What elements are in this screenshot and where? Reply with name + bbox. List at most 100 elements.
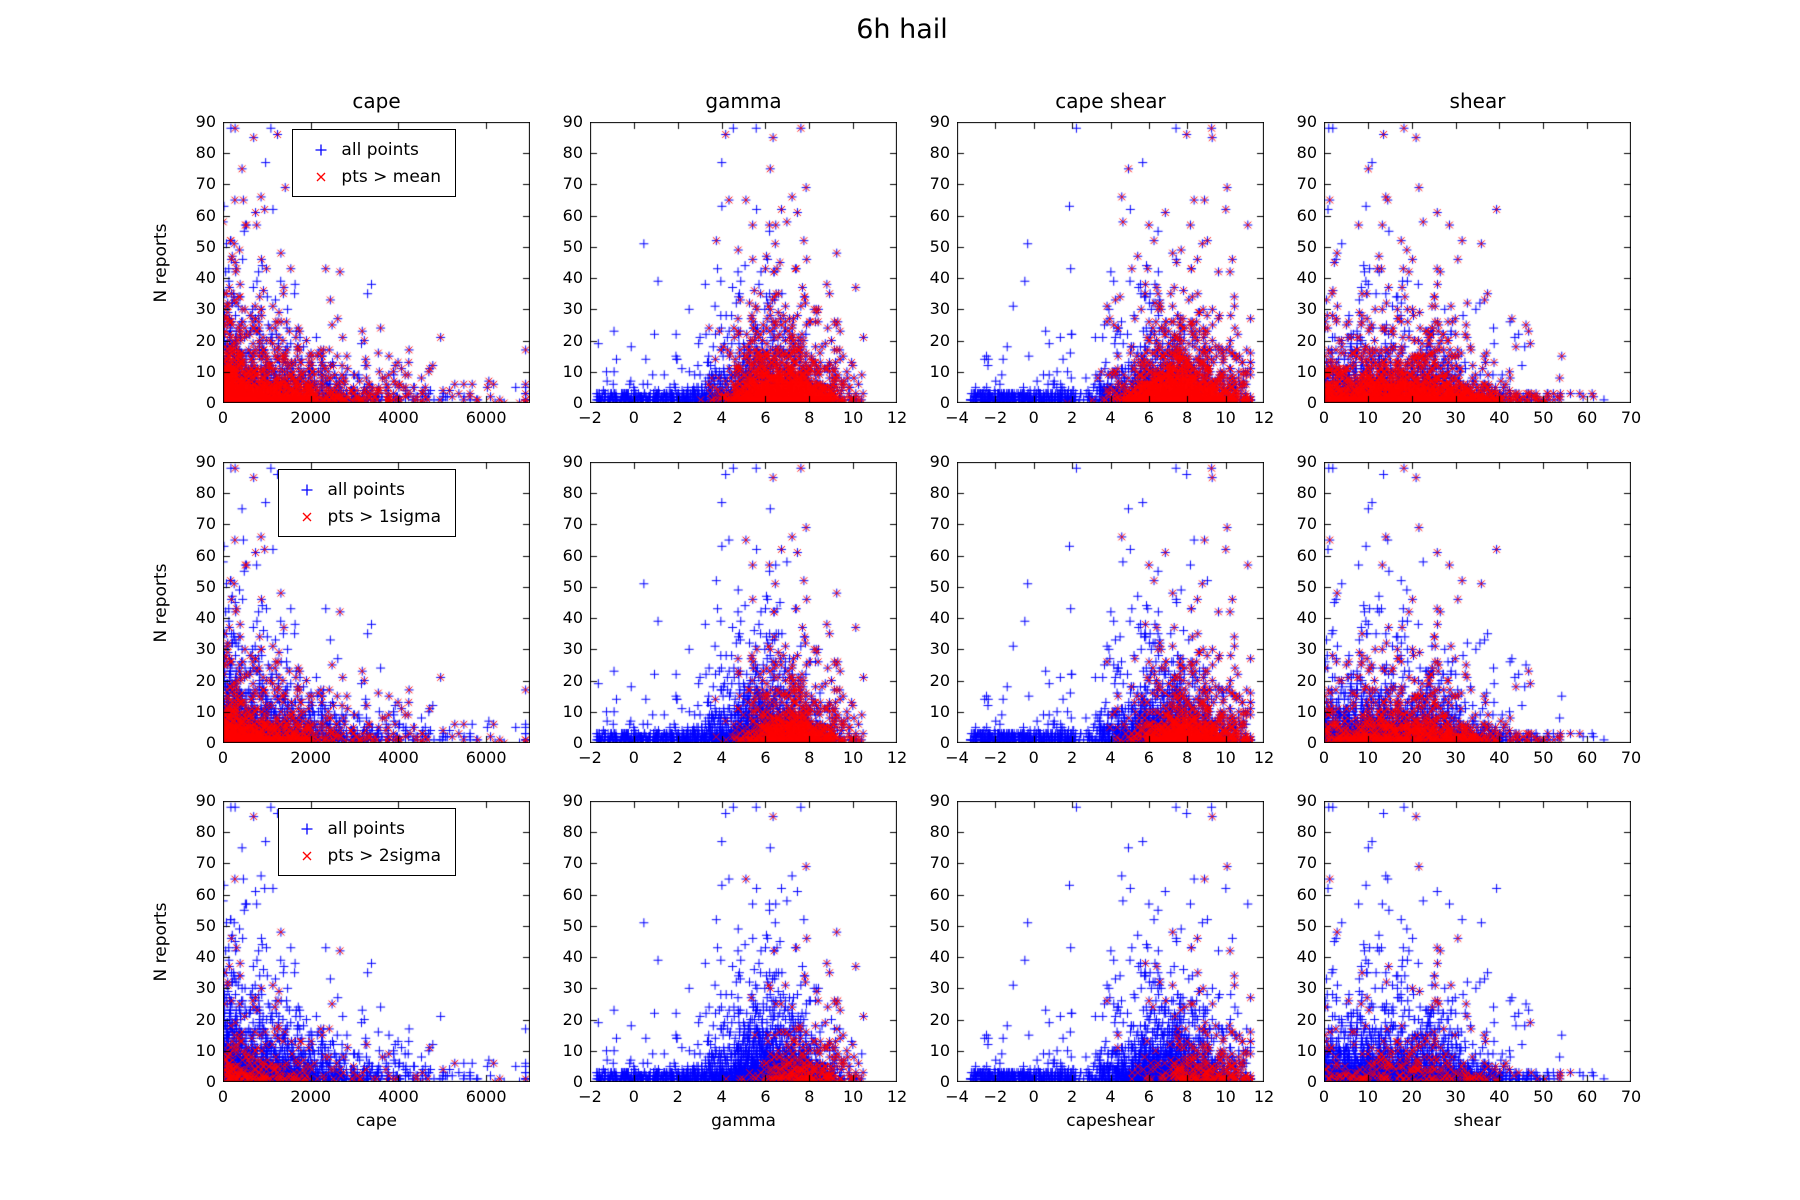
y-tick-label: 50 <box>929 236 950 256</box>
y-tick-label: 20 <box>562 330 583 350</box>
y-tick-label: 30 <box>1296 639 1317 659</box>
x-tick-label: 40 <box>1489 748 1510 767</box>
x-tick-label: 6000 <box>465 408 507 427</box>
y-tick-label: 80 <box>929 143 950 163</box>
y-tick-label: 0 <box>205 1072 216 1091</box>
y-tick-label: 90 <box>929 112 950 131</box>
y-tick-label: 80 <box>929 822 950 842</box>
y-tick-label: 20 <box>195 1009 216 1029</box>
y-tick-label: 60 <box>562 884 583 904</box>
y-tick-label: 40 <box>1296 947 1317 967</box>
x-tick-label: 10 <box>1357 408 1379 427</box>
y-tick-label: 40 <box>929 608 950 628</box>
scatter-canvas-shear-row2 <box>1324 462 1631 743</box>
y-tick-label: 90 <box>1296 112 1317 131</box>
y-tick-label: 50 <box>562 576 583 596</box>
y-axis-label: N reports <box>151 223 171 302</box>
subplot-shear-row3 <box>1324 801 1631 1082</box>
y-tick-label: 80 <box>1296 822 1317 842</box>
x-tick-label: 4 <box>716 748 727 767</box>
y-tick-label: 60 <box>562 545 583 565</box>
y-tick-label: 70 <box>195 853 216 873</box>
y-tick-label: 0 <box>572 1072 583 1091</box>
x-tick-label: −4 <box>945 748 969 767</box>
y-tick-label: 70 <box>929 853 950 873</box>
y-tick-label: 40 <box>929 268 950 288</box>
y-tick-label: 20 <box>929 330 950 350</box>
x-tick-label: 8 <box>1182 1087 1193 1106</box>
x-tick-label: 50 <box>1533 748 1554 767</box>
y-tick-label: 30 <box>195 978 216 998</box>
x-tick-label: 0 <box>217 1087 229 1106</box>
y-tick-label: 70 <box>562 514 583 534</box>
x-tick-label: −2 <box>983 1087 1008 1106</box>
y-tick-label: 30 <box>929 639 950 659</box>
y-tick-label: 40 <box>195 947 216 967</box>
legend-row3: all points pts > 2sigma <box>278 808 456 876</box>
x-tick-label: −2 <box>983 408 1008 427</box>
y-tick-label: 30 <box>929 978 950 998</box>
x-tick-label: 8 <box>1182 408 1193 427</box>
x-tick-label: 8 <box>804 1087 815 1106</box>
x-tick-label: 12 <box>1253 1087 1275 1106</box>
scatter-canvas-gamma-row1 <box>590 122 897 403</box>
x-tick-label: 0 <box>1318 408 1330 427</box>
x-tick-label: 4 <box>1105 1087 1116 1106</box>
legend-entry: pts > mean <box>301 163 441 190</box>
x-tick-label: 4000 <box>378 748 419 767</box>
x-tick-label: 40 <box>1489 1087 1510 1106</box>
x-tick-label: 10 <box>1357 1087 1379 1106</box>
y-tick-label: 10 <box>929 1040 950 1060</box>
scatter-canvas-shear-row1 <box>1324 122 1631 403</box>
x-tick-label: 2 <box>1067 748 1078 767</box>
x-tick-label: 20 <box>1401 408 1422 427</box>
x-tick-label: 4 <box>716 408 727 427</box>
y-tick-label: 90 <box>195 112 216 131</box>
y-tick-label: 50 <box>195 915 216 935</box>
x-axis-label-capeshear: capeshear <box>1066 1111 1155 1131</box>
x-tick-label: 0 <box>1028 1087 1039 1106</box>
y-tick-label: 10 <box>1296 701 1317 721</box>
x-tick-label: 12 <box>886 408 908 427</box>
x-tick-label: 4 <box>1105 408 1116 427</box>
y-tick-label: 10 <box>562 701 583 721</box>
x-tick-label: 6 <box>760 1087 771 1106</box>
y-tick-label: 40 <box>195 268 216 288</box>
y-tick-label: 60 <box>1296 884 1317 904</box>
x-tick-label: 8 <box>1182 748 1193 767</box>
y-tick-label: 30 <box>562 639 583 659</box>
x-tick-label: 4000 <box>378 408 419 427</box>
y-tick-label: 40 <box>562 268 583 288</box>
legend-entry: pts > 1sigma <box>287 503 441 530</box>
legend-label: all points <box>327 479 405 500</box>
y-tick-label: 10 <box>1296 361 1317 381</box>
x-tick-label: 2 <box>672 748 683 767</box>
legend-entry: pts > 2sigma <box>287 842 441 869</box>
x-tick-label: 10 <box>1215 748 1236 767</box>
x-tick-label: −4 <box>945 1087 969 1106</box>
x-tick-label: 10 <box>842 748 864 767</box>
x-tick-label: 12 <box>886 1087 908 1106</box>
y-tick-label: 20 <box>1296 1009 1317 1029</box>
x-tick-label: −2 <box>578 748 602 767</box>
y-tick-label: 80 <box>195 822 216 842</box>
y-tick-label: 80 <box>195 483 216 503</box>
y-tick-label: 20 <box>1296 670 1317 690</box>
y-tick-label: 30 <box>562 299 583 319</box>
y-tick-label: 40 <box>1296 608 1317 628</box>
y-tick-label: 10 <box>195 1040 216 1060</box>
scatter-canvas-gamma-row2 <box>590 462 897 743</box>
y-tick-label: 0 <box>1306 393 1317 412</box>
y-tick-label: 70 <box>195 514 216 534</box>
subplot-capeshear-row1 <box>957 122 1264 403</box>
plus-marker-icon <box>287 822 327 836</box>
x-tick-label: −2 <box>578 408 602 427</box>
subplot-shear-row1 <box>1324 122 1631 403</box>
y-tick-label: 50 <box>195 576 216 596</box>
y-tick-label: 90 <box>562 452 583 471</box>
y-tick-label: 90 <box>195 452 216 471</box>
x-axis-label-gamma: gamma <box>711 1111 776 1131</box>
x-tick-label: 8 <box>804 748 815 767</box>
x-tick-label: 6 <box>1143 408 1154 427</box>
